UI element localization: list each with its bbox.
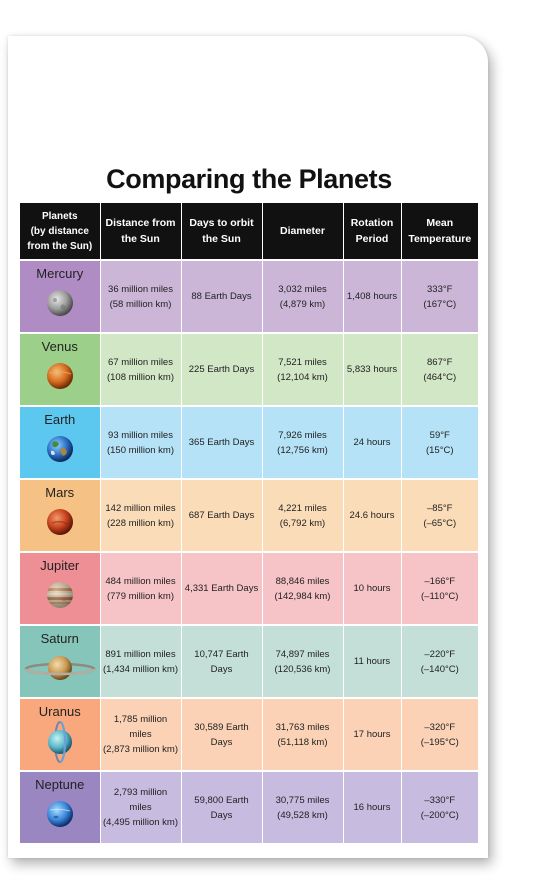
planet-name: Mars [45,485,75,500]
rotation-cell: 1,408 hours [342,259,401,333]
header-temperature: Mean Temperature [400,203,478,260]
rotation-cell: 16 hours [342,770,401,843]
venus-icon [22,361,98,391]
diameter-cell: 30,775 miles (49,528 km) [261,770,343,843]
header-diameter: Diameter [261,203,343,260]
table-row: Jupiter 484 million miles (779 million km)… [20,551,478,625]
earth-icon [22,434,98,464]
diameter-cell: 7,521 miles (12,104 km) [261,332,343,406]
table-row: Mercury 36 million miles (58 million km) 88… [20,259,478,333]
page-title: Comparing the Planets [106,164,392,194]
table-row: Uranus 1,785 million miles (2,873 million … [20,697,478,771]
orbit-days-cell: 687 Earth Days [180,478,262,552]
temperature-cell: 59°F (15°C) [400,405,478,479]
saturn-icon [22,653,98,683]
planet-cell: Venus [20,332,100,406]
distance-cell: 484 million miles (779 million km) [99,551,181,625]
rotation-cell: 10 hours [342,551,401,625]
header-days: Days to orbit the Sun [180,203,262,260]
temperature-cell: –220°F (–140°C) [400,624,478,698]
diameter-cell: 3,032 miles (4,879 km) [261,259,343,333]
diameter-cell: 31,763 miles (51,118 km) [261,697,343,771]
table-row: Earth 93 million miles (150 million km) 365… [20,405,478,479]
rotation-cell: 11 hours [342,624,401,698]
diameter-cell: 88,846 miles (142,984 km) [261,551,343,625]
orbit-days-cell: 30,589 Earth Days [180,697,262,771]
planet-name: Jupiter [40,558,80,573]
distance-cell: 2,793 million miles (4,495 million km) [99,770,181,843]
distance-cell: 36 million miles (58 million km) [99,259,181,333]
uranus-icon [22,720,98,764]
mars-icon [22,507,98,537]
diameter-cell: 74,897 miles (120,536 km) [261,624,343,698]
planet-name: Uranus [38,704,81,719]
rotation-cell: 24.6 hours [342,478,401,552]
header-row: Planets (by distance from the Sun) Dista… [20,203,478,260]
table-row: Neptune 2,793 million miles (4,495 million… [20,770,478,843]
orbit-days-cell: 59,800 Earth Days [180,770,262,843]
planet-cell: Mercury [20,259,100,333]
neptune-icon [22,799,98,829]
distance-cell: 93 million miles (150 million km) [99,405,181,479]
planet-cell: Saturn [20,624,100,698]
table-row: Saturn 891 million miles (1,434 million km… [20,624,478,698]
planet-name: Earth [44,412,76,427]
rotation-cell: 24 hours [342,405,401,479]
temperature-cell: –330°F (–200°C) [400,770,478,843]
distance-cell: 142 million miles (228 million km) [99,478,181,552]
temperature-cell: 333°F (167°C) [400,259,478,333]
temperature-cell: –320°F (–195°C) [400,697,478,771]
temperature-cell: 867°F (464°C) [400,332,478,406]
orbit-days-cell: 88 Earth Days [180,259,262,333]
orbit-days-cell: 225 Earth Days [180,332,262,406]
distance-cell: 1,785 million miles (2,873 million km) [99,697,181,771]
orbit-days-cell: 10,747 Earth Days [180,624,262,698]
diameter-cell: 4,221 miles (6,792 km) [261,478,343,552]
header-planets: Planets (by distance from the Sun) [20,203,100,260]
table-row: Venus 67 million miles (108 million km) 225… [20,332,478,406]
planet-cell: Earth [20,405,100,479]
orbit-days-cell: 4,331 Earth Days [180,551,262,625]
planet-cell: Mars [20,478,100,552]
temperature-cell: –85°F (–65°C) [400,478,478,552]
distance-cell: 67 million miles (108 million km) [99,332,181,406]
header-rotation: Rotation Period [342,203,401,260]
planets-table: Planets (by distance from the Sun) Dista… [20,203,478,843]
planet-name: Mercury [36,266,84,281]
planet-cell: Neptune [20,770,100,843]
planet-cell: Uranus [20,697,100,771]
distance-cell: 891 million miles (1,434 million km) [99,624,181,698]
planet-cell: Jupiter [20,551,100,625]
mercury-icon [22,288,98,318]
orbit-days-cell: 365 Earth Days [180,405,262,479]
rotation-cell: 17 hours [342,697,401,771]
header-distance: Distance from the Sun [99,203,181,260]
diameter-cell: 7,926 miles (12,756 km) [261,405,343,479]
planet-name: Neptune [35,777,85,792]
planet-name: Venus [41,339,78,354]
table-row: Mars 142 million miles (228 million km) 687… [20,478,478,552]
planet-name: Saturn [40,631,79,646]
jupiter-icon [22,580,98,610]
rotation-cell: 5,833 hours [342,332,401,406]
temperature-cell: –166°F (–110°C) [400,551,478,625]
